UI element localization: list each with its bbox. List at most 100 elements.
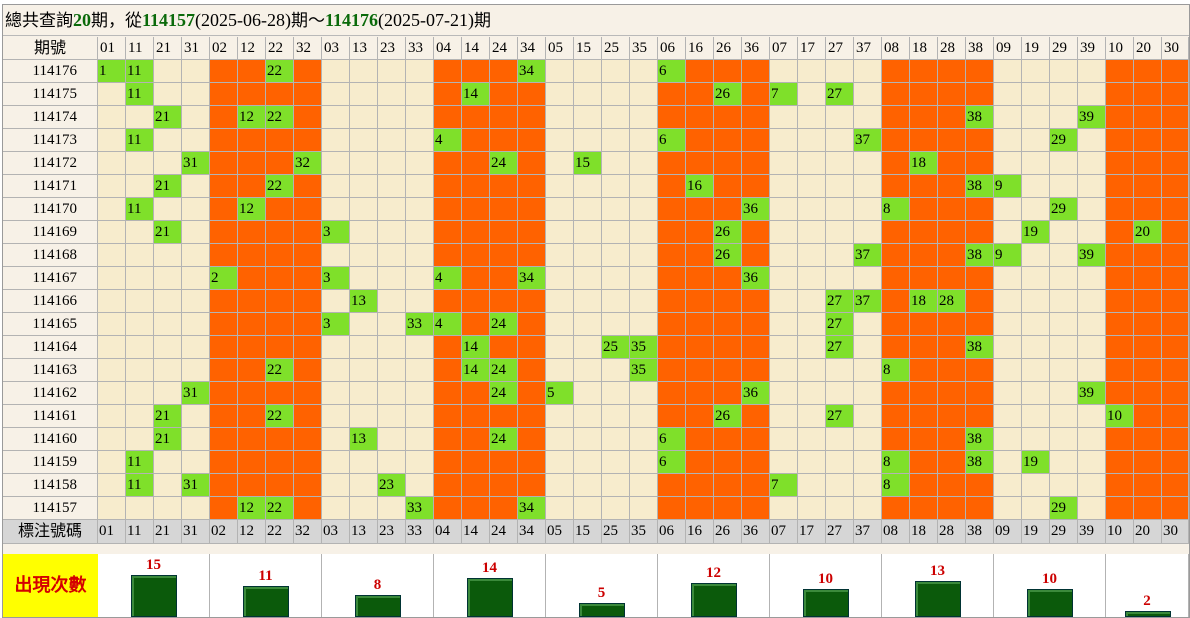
grid-cell [574,405,602,428]
hit-number-cell: 36 [742,382,770,405]
hit-number-cell: 36 [742,267,770,290]
grid-cell [238,336,266,359]
grid-cell [546,152,574,175]
grid-cell [574,428,602,451]
grid-cell [98,336,126,359]
grid-cell [1162,221,1189,244]
count-value: 2 [1143,593,1151,609]
column-header-number: 08 [882,37,910,60]
grid-cell [770,106,798,129]
grid-cell [126,382,154,405]
grid-cell [994,336,1022,359]
grid-cell [658,336,686,359]
grid-cell [518,198,546,221]
footer-number: 30 [1162,520,1189,544]
grid-cell [770,175,798,198]
grid-cell [1022,83,1050,106]
grid-cell [882,244,910,267]
hit-number-cell: 28 [938,290,966,313]
column-header-number: 04 [434,37,462,60]
grid-cell [378,267,406,290]
grid-cell [938,267,966,290]
footer-number: 28 [938,520,966,544]
grid-cell [126,221,154,244]
grid-cell [1162,405,1189,428]
row-period-id: 114169 [3,221,98,244]
grid-cell [490,83,518,106]
grid-cell [602,474,630,497]
column-header-number: 31 [182,37,210,60]
row-period-id: 114170 [3,198,98,221]
grid-cell [266,267,294,290]
grid-cell [182,83,210,106]
grid-cell [350,60,378,83]
grid-cell [630,83,658,106]
grid-cell [994,152,1022,175]
footer-number: 39 [1078,520,1106,544]
grid-cell [966,152,994,175]
hit-number-cell: 38 [966,428,994,451]
hit-number-cell: 24 [490,359,518,382]
grid-cell [966,221,994,244]
grid-cell [1050,152,1078,175]
row-period-id: 114158 [3,474,98,497]
grid-cell [266,382,294,405]
grid-cell [266,221,294,244]
grid-cell [770,428,798,451]
grid-cell [1078,405,1106,428]
grid-cell [658,497,686,520]
grid-cell [1022,244,1050,267]
grid-cell [658,313,686,336]
hit-number-cell: 21 [154,221,182,244]
grid-cell [406,474,434,497]
grid-cell [350,382,378,405]
row-period-id: 114175 [3,83,98,106]
grid-cell [574,336,602,359]
grid-cell [994,474,1022,497]
grid-cell [1134,152,1162,175]
grid-cell [322,106,350,129]
hit-number-cell: 21 [154,106,182,129]
grid-cell [714,336,742,359]
grid-cell [910,474,938,497]
grid-cell [518,405,546,428]
grid-cell [294,60,322,83]
hit-number-cell: 6 [658,129,686,152]
hit-number-cell: 24 [490,152,518,175]
grid-cell [126,106,154,129]
grid-cell [490,106,518,129]
grid-cell [602,497,630,520]
grid-cell [658,83,686,106]
grid-cell [182,451,210,474]
hit-number-cell: 35 [630,359,658,382]
grid-cell [574,129,602,152]
grid-cell [350,336,378,359]
column-header-number: 05 [546,37,574,60]
count-bar [915,581,961,617]
grid-cell [518,106,546,129]
grid-cell [686,129,714,152]
grid-cell [798,451,826,474]
hit-number-cell: 32 [294,152,322,175]
grid-cell [1162,451,1189,474]
grid-cell [1022,359,1050,382]
grid-cell [966,198,994,221]
grid-cell [182,129,210,152]
grid-cell [1050,336,1078,359]
column-header-number: 38 [966,37,994,60]
grid-cell [658,405,686,428]
grid-cell [518,382,546,405]
grid-cell [770,267,798,290]
grid-cell [434,497,462,520]
grid-cell [910,221,938,244]
grid-cell [462,152,490,175]
grid-cell [574,451,602,474]
grid-cell [770,244,798,267]
hit-number-cell: 11 [126,451,154,474]
grid-cell [378,221,406,244]
grid-cell [1134,359,1162,382]
grid-cell [686,336,714,359]
grid-cell [602,152,630,175]
grid-cell [1106,83,1134,106]
grid-cell [266,313,294,336]
